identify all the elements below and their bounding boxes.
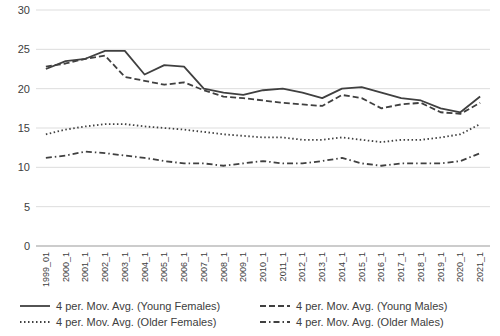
legend-swatch xyxy=(260,305,290,307)
x-tick-label: 2010_1 xyxy=(258,252,268,282)
x-tick-label: 2013_1 xyxy=(317,252,327,282)
series-line xyxy=(46,124,480,142)
x-tick-label: 2016_1 xyxy=(376,252,386,282)
grid-line xyxy=(36,49,490,50)
lines xyxy=(46,51,480,166)
y-tick-label: 0 xyxy=(24,240,30,252)
x-tick-label: 2008_1 xyxy=(219,252,229,282)
grid-line xyxy=(36,206,490,207)
x-tick-label: 2002_1 xyxy=(100,252,110,282)
x-tick-label: 2003_1 xyxy=(120,252,130,282)
grid xyxy=(36,10,490,246)
y-tick-label: 15 xyxy=(18,122,30,134)
grid-line xyxy=(36,88,490,89)
grid-line xyxy=(36,128,490,129)
series-line xyxy=(46,56,480,114)
x-tick-label: 2006_1 xyxy=(179,252,189,282)
x-tick-label: 2019_1 xyxy=(436,252,446,282)
legend: 4 per. Mov. Avg. (Young Females) 4 per. M… xyxy=(20,300,447,328)
x-tick-label: 1999_01 xyxy=(41,252,51,287)
x-tick-label: 2011_1 xyxy=(278,252,288,281)
legend-label: 4 per. Mov. Avg. (Young Males) xyxy=(296,300,447,312)
x-tick-label: 2021_1 xyxy=(475,252,485,282)
x-tick-label: 2018_1 xyxy=(416,252,426,282)
x-axis-line xyxy=(36,246,490,247)
legend-swatch xyxy=(260,321,290,323)
x-tick-label: 2004_1 xyxy=(140,252,150,282)
legend-label: 4 per. Mov. Avg. (Young Females) xyxy=(56,300,220,312)
grid-line xyxy=(36,167,490,168)
y-tick-label: 30 xyxy=(18,4,30,16)
y-tick-label: 10 xyxy=(18,161,30,173)
x-tick-label: 2012_1 xyxy=(297,252,307,282)
x-tick-label: 2017_1 xyxy=(396,252,406,282)
x-tick-label: 2014_1 xyxy=(337,252,347,282)
legend-swatch xyxy=(20,305,50,307)
y-tick-label: 20 xyxy=(18,83,30,95)
x-tick-label: 2007_1 xyxy=(199,252,209,282)
x-tick-label: 2015_1 xyxy=(357,252,367,282)
x-tick-label: 2001_1 xyxy=(80,252,90,282)
series-line xyxy=(46,152,480,166)
x-tick-label: 2009_1 xyxy=(238,252,248,282)
grid-line xyxy=(36,10,490,11)
x-tick-label: 2005_1 xyxy=(159,252,169,282)
chart: 0 5 10 15 20 25 30 1999_01 2000_1 2001_1 2002_1 200… xyxy=(0,0,500,336)
y-tick-label: 5 xyxy=(24,201,30,213)
legend-label: 4 per. Mov. Avg. (Older Females) xyxy=(56,316,216,328)
legend-label: 4 per. Mov. Avg. (Older Males) xyxy=(296,316,444,328)
x-tick-label: 2020_1 xyxy=(455,252,465,282)
x-tick-label: 2000_1 xyxy=(61,252,71,282)
y-tick-label: 25 xyxy=(18,43,30,55)
grid-line xyxy=(36,246,490,247)
legend-swatch xyxy=(20,321,50,323)
